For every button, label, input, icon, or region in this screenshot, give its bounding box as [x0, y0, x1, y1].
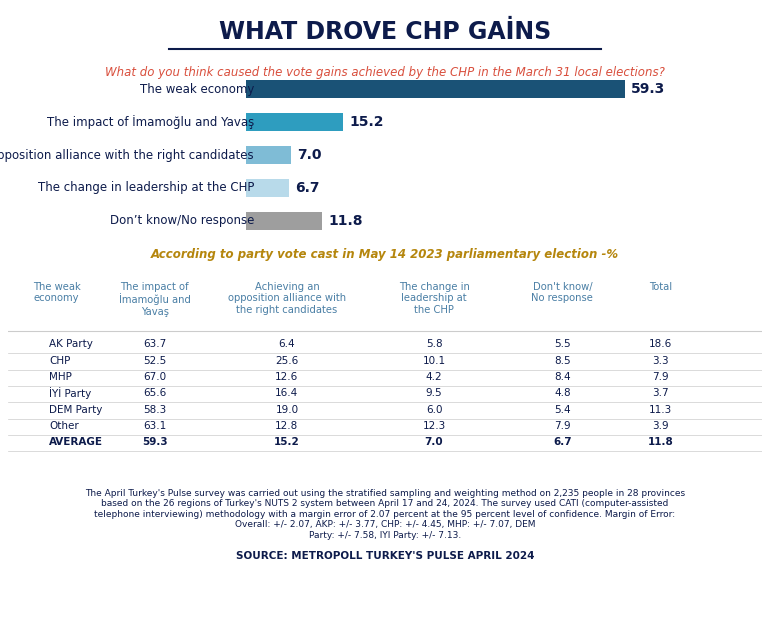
Text: Achieving an
opposition alliance with
the right candidates: Achieving an opposition alliance with th…	[228, 282, 346, 315]
Text: Other: Other	[49, 421, 79, 431]
Bar	[246, 146, 291, 164]
Text: DEM Party: DEM Party	[49, 404, 102, 415]
Bar	[246, 80, 624, 98]
Text: poll: poll	[385, 596, 423, 613]
Bar	[246, 179, 290, 197]
Text: What do you think caused the vote gains achieved by the CHP in the March 31 loca: What do you think caused the vote gains …	[105, 66, 665, 79]
Text: 8.5: 8.5	[554, 356, 571, 366]
Text: 5.4: 5.4	[554, 404, 571, 415]
Text: 58.3: 58.3	[143, 404, 166, 415]
Text: The weak economy: The weak economy	[139, 83, 254, 96]
Text: 67.0: 67.0	[143, 372, 166, 382]
Text: AVERAGE: AVERAGE	[49, 437, 103, 448]
Text: Achieving an opposition alliance with the right candidates: Achieving an opposition alliance with th…	[0, 149, 254, 161]
Text: metro: metro	[331, 596, 385, 613]
Text: 12.3: 12.3	[423, 421, 446, 431]
Text: 65.6: 65.6	[143, 389, 166, 398]
Text: 5.8: 5.8	[426, 339, 442, 349]
Text: 4.2: 4.2	[426, 372, 442, 382]
Text: The weak
economy: The weak economy	[33, 282, 81, 303]
Text: 10.1: 10.1	[423, 356, 446, 366]
Text: 11.8: 11.8	[648, 437, 673, 448]
Text: 19.0: 19.0	[276, 404, 299, 415]
Text: 52.5: 52.5	[143, 356, 166, 366]
Text: 9.5: 9.5	[426, 389, 442, 398]
Text: 7.0: 7.0	[297, 148, 322, 162]
Text: Total: Total	[649, 282, 672, 292]
Text: 3.7: 3.7	[652, 389, 668, 398]
Text: According to party vote cast in May 14 2023 parliamentary election -%: According to party vote cast in May 14 2…	[151, 248, 619, 261]
Text: 63.1: 63.1	[143, 421, 166, 431]
Text: The April Turkey's Pulse survey was carried out using the stratified sampling an: The April Turkey's Pulse survey was carr…	[85, 489, 685, 539]
Text: 11.3: 11.3	[649, 404, 672, 415]
Text: 6.4: 6.4	[279, 339, 295, 349]
Text: Don’t know/No response: Don’t know/No response	[109, 215, 254, 227]
Text: 4.8: 4.8	[554, 389, 571, 398]
Bar	[246, 212, 322, 230]
Text: The change in leadership at the CHP: The change in leadership at the CHP	[38, 182, 254, 194]
Text: 16.4: 16.4	[276, 389, 299, 398]
Text: 59.3: 59.3	[142, 437, 168, 448]
Text: 6.7: 6.7	[296, 181, 320, 195]
Text: 12.6: 12.6	[276, 372, 299, 382]
Text: 6.7: 6.7	[553, 437, 571, 448]
Text: 11.8: 11.8	[328, 214, 363, 228]
Text: WHAT DROVE CHP GAİNS: WHAT DROVE CHP GAİNS	[219, 20, 551, 44]
Text: İYİ Party: İYİ Party	[49, 387, 92, 399]
Text: 3.9: 3.9	[652, 421, 668, 431]
Text: CHP: CHP	[49, 356, 71, 366]
Text: 8.4: 8.4	[554, 372, 571, 382]
Text: 15.2: 15.2	[274, 437, 300, 448]
Text: 7.9: 7.9	[554, 421, 571, 431]
Text: AK Party: AK Party	[49, 339, 93, 349]
Text: MHP: MHP	[49, 372, 72, 382]
Text: 3.3: 3.3	[652, 356, 668, 366]
Text: 59.3: 59.3	[631, 82, 665, 96]
Text: Don't know/
No response: Don't know/ No response	[531, 282, 593, 303]
Text: 15.2: 15.2	[350, 115, 384, 129]
Bar	[246, 113, 343, 131]
Text: The impact of
İmamoğlu and
Yavaş: The impact of İmamoğlu and Yavaş	[119, 282, 191, 317]
Text: The change in
leadership at
the CHP: The change in leadership at the CHP	[399, 282, 470, 315]
Text: 7.9: 7.9	[652, 372, 668, 382]
Text: 5.5: 5.5	[554, 339, 571, 349]
Text: SOURCE: METROPOLL TURKEY'S PULSE APRIL 2024: SOURCE: METROPOLL TURKEY'S PULSE APRIL 2…	[236, 551, 534, 561]
Text: 6.0: 6.0	[426, 404, 442, 415]
Text: 18.6: 18.6	[649, 339, 672, 349]
Text: 25.6: 25.6	[276, 356, 299, 366]
Text: 7.0: 7.0	[425, 437, 444, 448]
Text: 63.7: 63.7	[143, 339, 166, 349]
Text: The impact of İmamoğlu and Yavaş: The impact of İmamoğlu and Yavaş	[47, 115, 254, 129]
Text: 12.8: 12.8	[276, 421, 299, 431]
